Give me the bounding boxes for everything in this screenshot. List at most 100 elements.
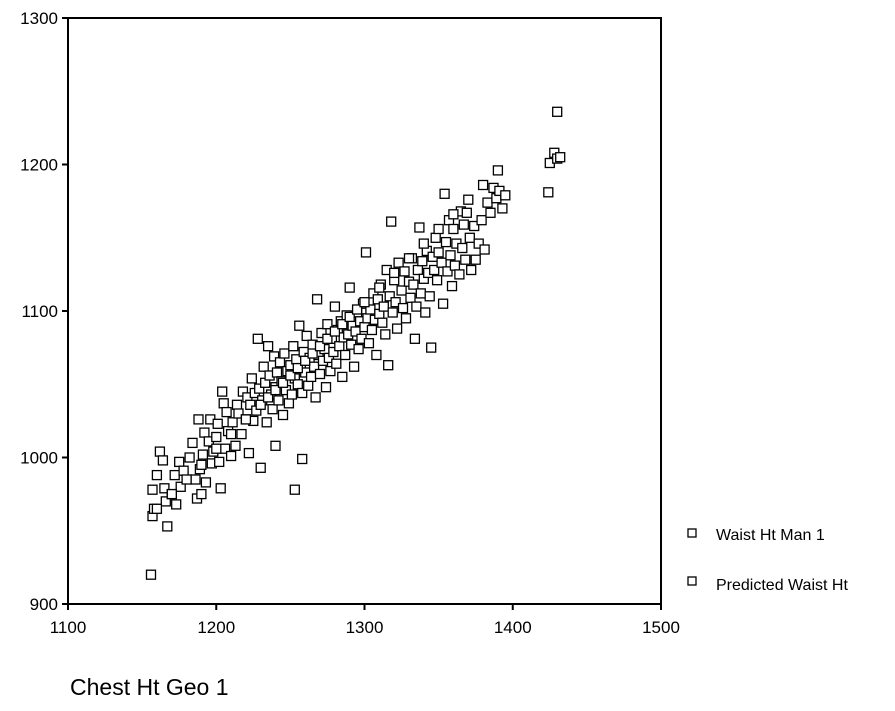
point-waist-ht-man-1 (399, 266, 410, 277)
point-waist-ht-man-1 (217, 386, 228, 397)
point-waist-ht-man-1 (218, 398, 229, 409)
point-waist-ht-man-1 (380, 329, 391, 340)
point-waist-ht-man-1 (412, 264, 424, 276)
point-waist-ht-man-1 (270, 440, 281, 451)
point-waist-ht-man-1 (230, 440, 241, 451)
point-waist-ht-man-1 (555, 152, 566, 163)
point-predicted-waist-ht (329, 326, 341, 337)
point-predicted-waist-ht (292, 362, 303, 374)
point-waist-ht-man-1 (286, 389, 298, 400)
point-waist-ht-man-1 (409, 333, 421, 344)
point-waist-ht-man-1 (363, 338, 375, 349)
point-waist-ht-man-1 (372, 294, 383, 305)
point-predicted-waist-ht (151, 503, 163, 514)
point-predicted-waist-ht (314, 341, 326, 352)
point-predicted-waist-ht (181, 474, 192, 485)
point-predicted-waist-ht (403, 253, 415, 264)
point-waist-ht-man-1 (252, 333, 263, 344)
point-waist-ht-man-1 (311, 294, 323, 305)
point-waist-ht-man-1 (328, 346, 339, 358)
point-predicted-waist-ht (492, 165, 504, 176)
y-tick-label: 1300 (20, 9, 58, 28)
point-waist-ht-man-1 (408, 279, 419, 290)
point-predicted-waist-ht (552, 106, 563, 117)
point-waist-ht-man-1 (171, 499, 182, 510)
legend-marker-predicted-waist-ht (687, 576, 697, 586)
point-waist-ht-man-1 (391, 323, 403, 334)
point-waist-ht-man-1 (430, 232, 441, 243)
point-waist-ht-man-1 (227, 417, 238, 428)
point-waist-ht-man-1 (378, 301, 389, 312)
legend-label-waist-ht-man-1: Waist Ht Man 1 (716, 527, 825, 544)
point-waist-ht-man-1 (360, 247, 372, 258)
point-waist-ht-man-1 (297, 387, 308, 399)
point-predicted-waist-ht (477, 179, 489, 191)
point-waist-ht-man-1 (386, 216, 397, 227)
point-waist-ht-man-1 (196, 488, 207, 500)
x-tick-label: 1500 (642, 618, 680, 637)
point-waist-ht-man-1 (405, 292, 416, 303)
point-waist-ht-man-1 (254, 383, 265, 394)
legend: Waist Ht Man 1 Predicted Waist Ht (687, 527, 848, 594)
point-waist-ht-man-1 (445, 250, 456, 261)
point-waist-ht-man-1 (387, 307, 398, 318)
point-waist-ht-man-1 (261, 417, 272, 428)
point-predicted-waist-ht (359, 297, 370, 308)
point-waist-ht-man-1 (415, 288, 426, 299)
point-predicted-waist-ht (277, 377, 289, 388)
point-waist-ht-man-1 (246, 373, 257, 384)
point-waist-ht-man-1 (397, 302, 409, 314)
point-waist-ht-man-1 (283, 398, 295, 409)
point-predicted-waist-ht (389, 267, 400, 279)
point-waist-ht-man-1 (384, 291, 395, 302)
x-tick-label: 1400 (494, 618, 532, 637)
y-tick-label: 1100 (21, 302, 58, 321)
point-waist-ht-man-1 (320, 382, 332, 393)
point-waist-ht-man-1 (429, 264, 440, 276)
point-waist-ht-man-1 (470, 254, 481, 265)
data-points (145, 106, 566, 580)
point-waist-ht-man-1 (482, 197, 493, 208)
point-waist-ht-man-1 (279, 348, 290, 359)
point-waist-ht-man-1 (400, 313, 412, 324)
point-waist-ht-man-1 (383, 360, 394, 371)
point-waist-ht-man-1 (420, 307, 431, 318)
y-tick-label: 1000 (20, 449, 58, 468)
y-axis-tick-labels: 900 1000 1100 1200 1300 (20, 9, 58, 614)
x-axis-tick-labels: 1100 1200 1300 1400 1500 (50, 618, 680, 637)
point-waist-ht-man-1 (301, 330, 312, 342)
point-waist-ht-man-1 (308, 361, 320, 372)
point-waist-ht-man-1 (446, 280, 458, 292)
point-predicted-waist-ht (270, 384, 281, 396)
point-waist-ht-man-1 (393, 257, 404, 268)
point-waist-ht-man-1 (267, 404, 278, 415)
point-waist-ht-man-1 (437, 298, 449, 309)
point-waist-ht-man-1 (329, 301, 341, 312)
point-waist-ht-man-1 (497, 203, 508, 214)
point-predicted-waist-ht (322, 333, 333, 344)
point-waist-ht-man-1 (157, 455, 169, 466)
point-waist-ht-man-1 (169, 469, 180, 481)
point-waist-ht-man-1 (433, 247, 444, 258)
x-tick-label: 1300 (346, 618, 384, 637)
legend-label-predicted-waist-ht: Predicted Waist Ht (716, 577, 848, 594)
point-waist-ht-man-1 (473, 238, 484, 249)
point-waist-ht-man-1 (160, 496, 171, 507)
point-waist-ht-man-1 (469, 220, 480, 232)
axis-ticks (62, 17, 662, 610)
point-waist-ht-man-1 (457, 242, 468, 254)
point-waist-ht-man-1 (431, 275, 443, 286)
point-waist-ht-man-1 (231, 399, 243, 410)
point-waist-ht-man-1 (411, 301, 422, 312)
point-waist-ht-man-1 (221, 406, 232, 418)
point-waist-ht-man-1 (289, 484, 300, 495)
point-waist-ht-man-1 (479, 244, 490, 255)
point-waist-ht-man-1 (200, 477, 212, 488)
point-waist-ht-man-1 (305, 371, 317, 383)
point-waist-ht-man-1 (215, 483, 226, 494)
point-waist-ht-man-1 (377, 317, 388, 328)
point-waist-ht-man-1 (440, 236, 452, 248)
point-waist-ht-man-1 (199, 427, 210, 438)
x-axis-title: Chest Ht Geo 1 (70, 674, 229, 700)
